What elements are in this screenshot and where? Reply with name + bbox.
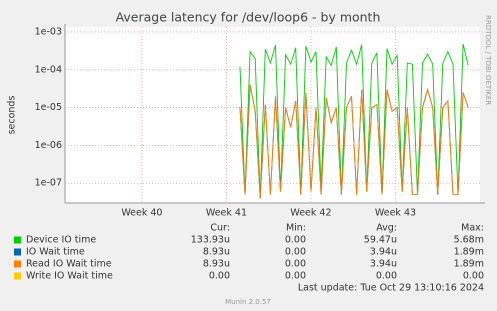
chart-title: Average latency for /dev/loop6 - by mont… [116, 10, 381, 25]
x-tick-label: Week 43 [375, 208, 416, 219]
y-tick-label: 1e-03 [35, 26, 62, 37]
y-tick-label: 1e-07 [35, 178, 62, 189]
legend-label: Read IO Wait time [26, 259, 112, 270]
legend-stat: 0.00 [285, 247, 306, 258]
legend-header: Max: [461, 223, 484, 234]
y-axis-label: seconds [7, 96, 18, 135]
legend-swatch [14, 248, 21, 256]
legend-stat: 0.00 [285, 235, 306, 246]
legend-stat: 1.89m [454, 247, 484, 258]
legend-swatch [14, 260, 21, 268]
x-tick-label: Week 42 [290, 208, 331, 219]
legend-label: Write IO Wait time [26, 271, 113, 282]
last-update: Last update: Tue Oct 29 13:10:16 2024 [298, 283, 484, 294]
legend-stat: 59.47u [364, 235, 397, 246]
legend-stat: 1.89m [454, 259, 484, 270]
y-tick-label: 1e-06 [35, 140, 62, 151]
legend-stat: 0.00 [209, 271, 230, 282]
legend-swatch [14, 236, 21, 244]
legend-stat: 3.94u [370, 247, 397, 258]
legend-header: Avg: [376, 223, 397, 234]
legend-stat: 3.94u [370, 259, 397, 270]
legend-stat: 0.00 [463, 271, 484, 282]
legend-stat: 0.00 [285, 259, 306, 270]
y-tick-label: 1e-05 [35, 102, 62, 113]
legend-stat: 8.93u [203, 259, 230, 270]
y-tick-label: 1e-04 [35, 64, 62, 75]
legend-stat: 5.68m [454, 235, 484, 246]
series-line [239, 43, 469, 199]
legend-header: Min: [286, 223, 306, 234]
legend-label: Device IO time [26, 235, 96, 246]
series-line [239, 84, 469, 199]
legend-stat: 0.00 [285, 271, 306, 282]
legend-stat: 133.93u [191, 235, 230, 246]
x-tick-label: Week 40 [121, 208, 162, 219]
legend-stat: 8.93u [203, 247, 230, 258]
legend-swatch [14, 272, 21, 280]
legend-header: Cur: [210, 223, 230, 234]
legend-stat: 0.00 [376, 271, 397, 282]
x-tick-label: Week 41 [206, 208, 247, 219]
legend-label: IO Wait time [26, 247, 85, 258]
side-text: RRDTOOL / TOBI OETIKER [484, 15, 492, 105]
footer: Munin 2.0.57 [225, 298, 271, 306]
